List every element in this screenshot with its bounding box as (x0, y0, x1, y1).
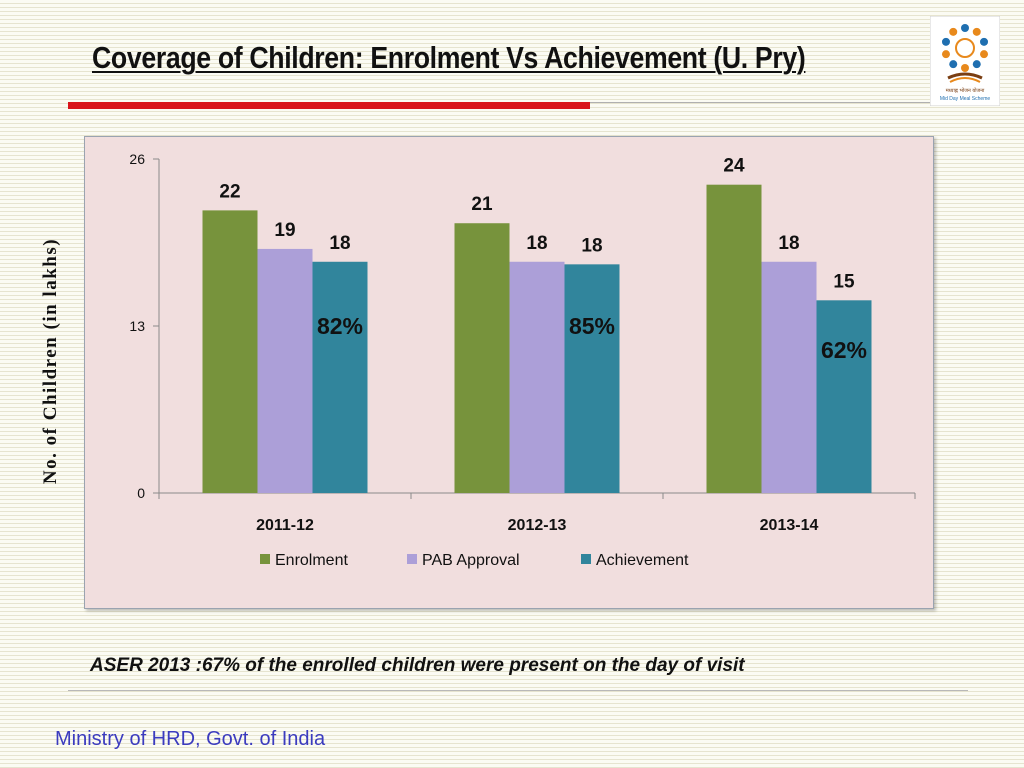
bar-value-label: 18 (329, 233, 350, 254)
bar-achievement (312, 261, 368, 493)
title-accent-rule (68, 102, 590, 109)
logo-figure (941, 37, 950, 46)
y-tick-label: 13 (129, 318, 145, 334)
bar-value-label: 15 (833, 271, 855, 292)
bar-pab-approval (257, 248, 313, 493)
mid-day-meal-logo-icon: मध्याह्न भोजन योजना Mid Day Meal Scheme (929, 15, 1001, 107)
logo-figure (961, 24, 969, 32)
logo-figure (972, 27, 981, 36)
bar-value-label: 18 (778, 233, 799, 254)
logo-figure (972, 60, 981, 69)
footer-text: Ministry of HRD, Govt. of India (55, 728, 326, 750)
logo-center-ring (955, 38, 975, 58)
bar-achievement (816, 300, 872, 493)
logo-figure (949, 60, 958, 69)
x-category-label: 2011-12 (256, 517, 314, 534)
legend-label: Enrolment (275, 552, 348, 569)
logo-figure (980, 50, 989, 59)
logo-figure (949, 27, 958, 36)
logo-figure (961, 64, 969, 72)
bar-value-label: 22 (219, 181, 240, 202)
y-axis-title: No. of Children (in lakhs) (40, 237, 61, 485)
note-divider (68, 690, 968, 691)
y-tick-label: 26 (129, 151, 145, 167)
x-category-label: 2013-14 (760, 517, 819, 534)
title-divider (590, 102, 930, 103)
legend-swatch (581, 554, 591, 564)
logo-figure (941, 50, 950, 59)
legend-label: PAB Approval (422, 552, 520, 569)
bar-value-label: 18 (581, 235, 602, 256)
bar-chart: 0 13 26 2011-12 22 19 18 82% 2012-13 21 18 18 85% 201… (129, 151, 916, 569)
logo-caption-english: Mid Day Meal Scheme (940, 96, 991, 102)
coverage-percent-annotation: 62% (821, 337, 867, 363)
bar-enrolment (706, 184, 762, 493)
bar-pab-approval (509, 261, 565, 493)
legend-label: Achievement (596, 552, 689, 569)
bar-enrolment (454, 223, 510, 493)
bar-achievement (564, 264, 620, 493)
x-category-label: 2012-13 (508, 517, 567, 534)
bar-value-label: 18 (526, 233, 547, 254)
bar-enrolment (202, 210, 258, 493)
legend-swatch (260, 554, 270, 564)
logo-graphic: मध्याह्न भोजन योजना Mid Day Meal Scheme (929, 15, 1001, 107)
legend-swatch (407, 554, 417, 564)
aser-note: ASER 2013 :67% of the enrolled children … (90, 655, 745, 676)
chart-area: 0 13 26 2011-12 22 19 18 82% 2012-13 21 18 18 85% 201… (84, 136, 934, 609)
bar-pab-approval (761, 261, 817, 493)
logo-caption-hindi: मध्याह्न भोजन योजना (946, 87, 985, 94)
y-tick-label: 0 (137, 485, 145, 501)
bar-value-label: 21 (471, 194, 493, 215)
bar-value-label: 24 (723, 156, 745, 177)
coverage-percent-annotation: 82% (317, 313, 363, 339)
bar-value-label: 19 (274, 220, 295, 241)
slide-title: Coverage of Children: Enrolment Vs Achie… (92, 40, 806, 75)
coverage-percent-annotation: 85% (569, 313, 615, 339)
logo-figure (980, 37, 989, 46)
